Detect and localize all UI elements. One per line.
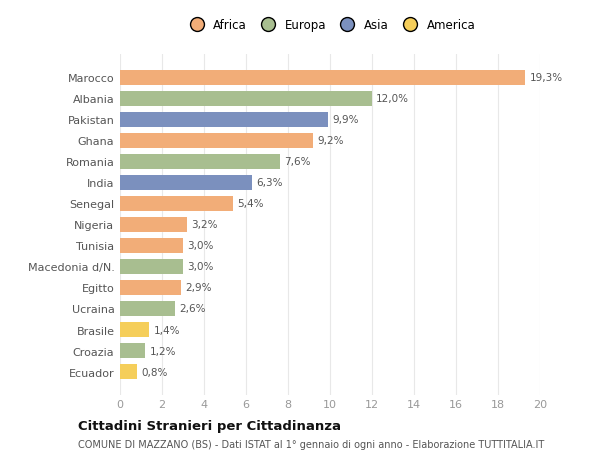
Bar	[120, 343, 145, 358]
Bar	[120, 112, 328, 128]
Bar	[120, 238, 183, 253]
Text: 1,4%: 1,4%	[154, 325, 180, 335]
Text: 3,0%: 3,0%	[187, 262, 214, 272]
Text: 19,3%: 19,3%	[530, 73, 563, 83]
Bar	[120, 259, 183, 274]
Text: 1,2%: 1,2%	[149, 346, 176, 356]
Text: 9,9%: 9,9%	[332, 115, 359, 125]
Text: COMUNE DI MAZZANO (BS) - Dati ISTAT al 1° gennaio di ogni anno - Elaborazione TU: COMUNE DI MAZZANO (BS) - Dati ISTAT al 1…	[78, 440, 544, 449]
Text: 2,6%: 2,6%	[179, 304, 205, 314]
Text: 12,0%: 12,0%	[376, 94, 409, 104]
Bar	[120, 91, 372, 106]
Text: 3,0%: 3,0%	[187, 241, 214, 251]
Bar	[120, 364, 137, 379]
Text: 3,2%: 3,2%	[191, 220, 218, 230]
Text: Cittadini Stranieri per Cittadinanza: Cittadini Stranieri per Cittadinanza	[78, 419, 341, 432]
Text: 7,6%: 7,6%	[284, 157, 310, 167]
Text: 0,8%: 0,8%	[141, 367, 167, 377]
Bar	[120, 196, 233, 212]
Bar	[120, 175, 252, 190]
Legend: Africa, Europa, Asia, America: Africa, Europa, Asia, America	[182, 17, 478, 34]
Bar	[120, 301, 175, 316]
Text: 9,2%: 9,2%	[317, 136, 344, 146]
Text: 6,3%: 6,3%	[257, 178, 283, 188]
Bar	[120, 134, 313, 149]
Text: 5,4%: 5,4%	[238, 199, 264, 209]
Bar	[120, 280, 181, 296]
Bar	[120, 322, 149, 337]
Bar	[120, 218, 187, 232]
Bar	[120, 71, 526, 86]
Text: 2,9%: 2,9%	[185, 283, 212, 293]
Bar	[120, 154, 280, 169]
